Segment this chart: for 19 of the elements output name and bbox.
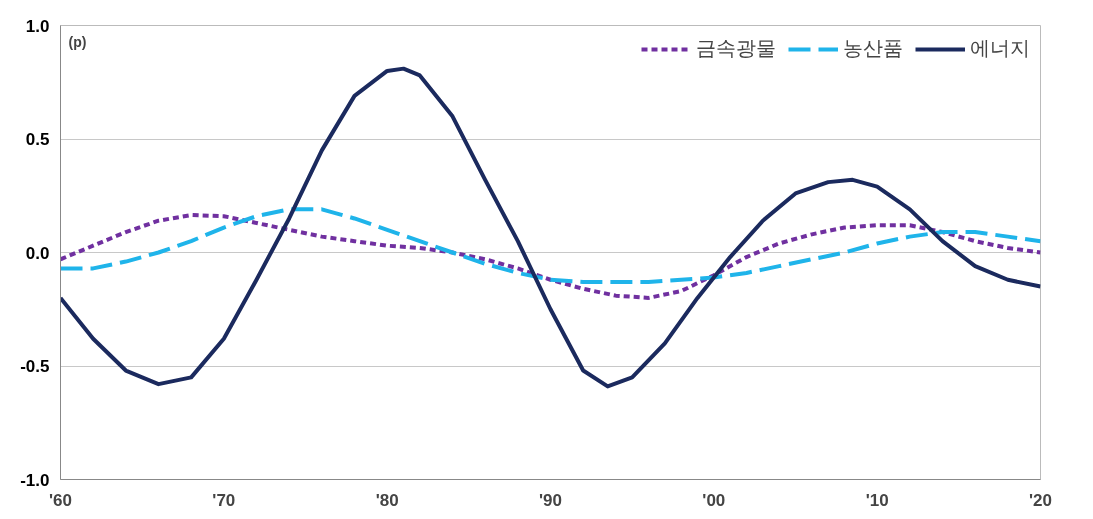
x-tick-label: '70 bbox=[212, 490, 236, 510]
line-series bbox=[60, 207, 1041, 285]
legend-label: 에너지 bbox=[970, 36, 1030, 61]
x-tick-label: '60 bbox=[49, 490, 72, 510]
line-series bbox=[60, 213, 1041, 300]
x-tick-label: '20 bbox=[1029, 490, 1052, 510]
line-series bbox=[60, 66, 1041, 389]
y-tick-label: 0.0 bbox=[25, 243, 50, 263]
y-tick-label: 1.0 bbox=[25, 16, 50, 36]
x-tick-label: '80 bbox=[375, 490, 399, 510]
x-tick-label: '00 bbox=[702, 490, 726, 510]
x-tick-label: '10 bbox=[865, 490, 889, 510]
y-tick-label: 0.5 bbox=[25, 130, 50, 149]
y-tick-label: -1.0 bbox=[20, 470, 50, 490]
legend-label: 금속광물 bbox=[696, 36, 776, 61]
x-tick-label: '90 bbox=[539, 490, 562, 510]
legend-label: 농산품 bbox=[843, 36, 903, 61]
annotation: (p) bbox=[68, 33, 87, 50]
y-tick-label: -0.5 bbox=[20, 357, 50, 376]
